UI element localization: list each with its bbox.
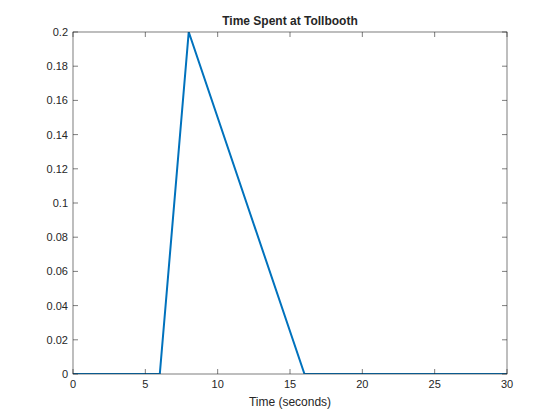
x-axis-label: Time (seconds) (249, 395, 331, 409)
x-tick (217, 369, 218, 374)
x-tick-label: 10 (212, 378, 224, 390)
axes-frame (73, 32, 507, 374)
y-tick-right (502, 339, 507, 340)
y-tick-right (502, 100, 507, 101)
y-tick-right (502, 237, 507, 238)
y-tick-right (502, 305, 507, 306)
y-tick-right (502, 203, 507, 204)
y-tick-right (502, 134, 507, 135)
y-tick (73, 237, 78, 238)
x-tick-top (362, 32, 363, 37)
y-tick-label: 0.08 (47, 231, 68, 243)
y-tick (73, 339, 78, 340)
x-tick-top (145, 32, 146, 37)
x-tick (145, 369, 146, 374)
x-tick-label: 25 (429, 378, 441, 390)
y-tick-label: 0.18 (47, 60, 68, 72)
x-tick (290, 369, 291, 374)
y-tick (73, 66, 78, 67)
x-tick-top (434, 32, 435, 37)
x-tick-label: 15 (284, 378, 296, 390)
x-tick-top (507, 32, 508, 37)
y-tick-right (502, 168, 507, 169)
x-tick (507, 369, 508, 374)
x-tick (434, 369, 435, 374)
chart-svg: 0 5 10 15 20 25 30 0 0.02 0.04 0.06 0.08 0.1 0.12 0.14… (0, 0, 560, 420)
y-tick-label: 0.12 (47, 163, 68, 175)
y-tick-label: 0.02 (47, 334, 68, 346)
y-tick (73, 168, 78, 169)
y-tick (73, 203, 78, 204)
chart-title: Time Spent at Tollbooth (222, 14, 358, 28)
y-tick-right (502, 271, 507, 272)
x-tick-top (217, 32, 218, 37)
x-tick (362, 369, 363, 374)
x-tick-label: 5 (142, 378, 148, 390)
y-tick (73, 271, 78, 272)
y-tick-label: 0.2 (53, 26, 68, 38)
x-tick-label: 0 (70, 378, 76, 390)
y-tick (73, 134, 78, 135)
y-tick (73, 100, 78, 101)
x-tick-top (290, 32, 291, 37)
background (0, 0, 560, 420)
data-group (73, 32, 507, 374)
x-tick-label: 30 (501, 378, 513, 390)
y-tick-label: 0.1 (53, 197, 68, 209)
y-tick (73, 32, 78, 33)
y-tick-right (502, 374, 507, 375)
y-tick-label: 0.14 (47, 129, 68, 141)
data-line (73, 32, 507, 374)
y-tick (73, 305, 78, 306)
y-tick-label: 0.04 (47, 300, 68, 312)
y-tick-label: 0.16 (47, 94, 68, 106)
y-tick (73, 374, 78, 375)
y-tick-right (502, 66, 507, 67)
y-tick-label: 0.06 (47, 265, 68, 277)
x-tick-label: 20 (356, 378, 368, 390)
plot-area (73, 32, 507, 374)
x-tick-top (73, 32, 74, 37)
x-tick (73, 369, 74, 374)
y-tick-right (502, 32, 507, 33)
chart-container: 0 5 10 15 20 25 30 0 0.02 0.04 0.06 0.08 0.1 0.12 0.14… (0, 0, 560, 420)
y-tick-label: 0 (62, 368, 68, 380)
